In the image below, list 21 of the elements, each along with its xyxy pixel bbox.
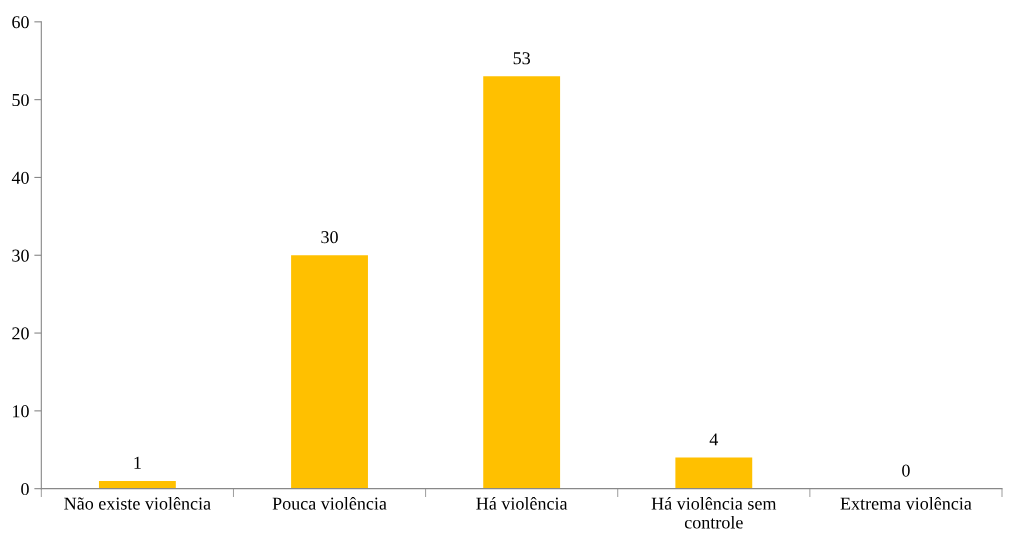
y-tick-label: 50 — [12, 93, 29, 107]
bar — [98, 480, 176, 489]
x-tick-label: Há violência — [476, 496, 568, 510]
x-tick-label: Há violência sem controle — [651, 496, 777, 529]
data-label: 30 — [321, 231, 338, 244]
y-tick-label: 30 — [12, 249, 29, 262]
data-label: 0 — [902, 464, 910, 477]
y-tick-label: 0 — [21, 482, 29, 496]
data-label: 53 — [513, 52, 530, 65]
y-tick-label: 10 — [13, 405, 29, 418]
data-label: 4 — [709, 433, 719, 446]
x-tick-label: Pouca violência — [272, 496, 387, 510]
y-tick-label: 20 — [12, 327, 29, 340]
y-tick-label: 40 — [11, 171, 29, 184]
bar — [483, 76, 561, 489]
data-label: 1 — [134, 456, 141, 469]
x-tick-label: Extrema violência — [840, 496, 972, 510]
y-tick-label: 60 — [12, 16, 29, 29]
bar — [675, 457, 753, 489]
bar — [291, 255, 368, 489]
x-tick-label: Não existe violência — [64, 496, 211, 510]
